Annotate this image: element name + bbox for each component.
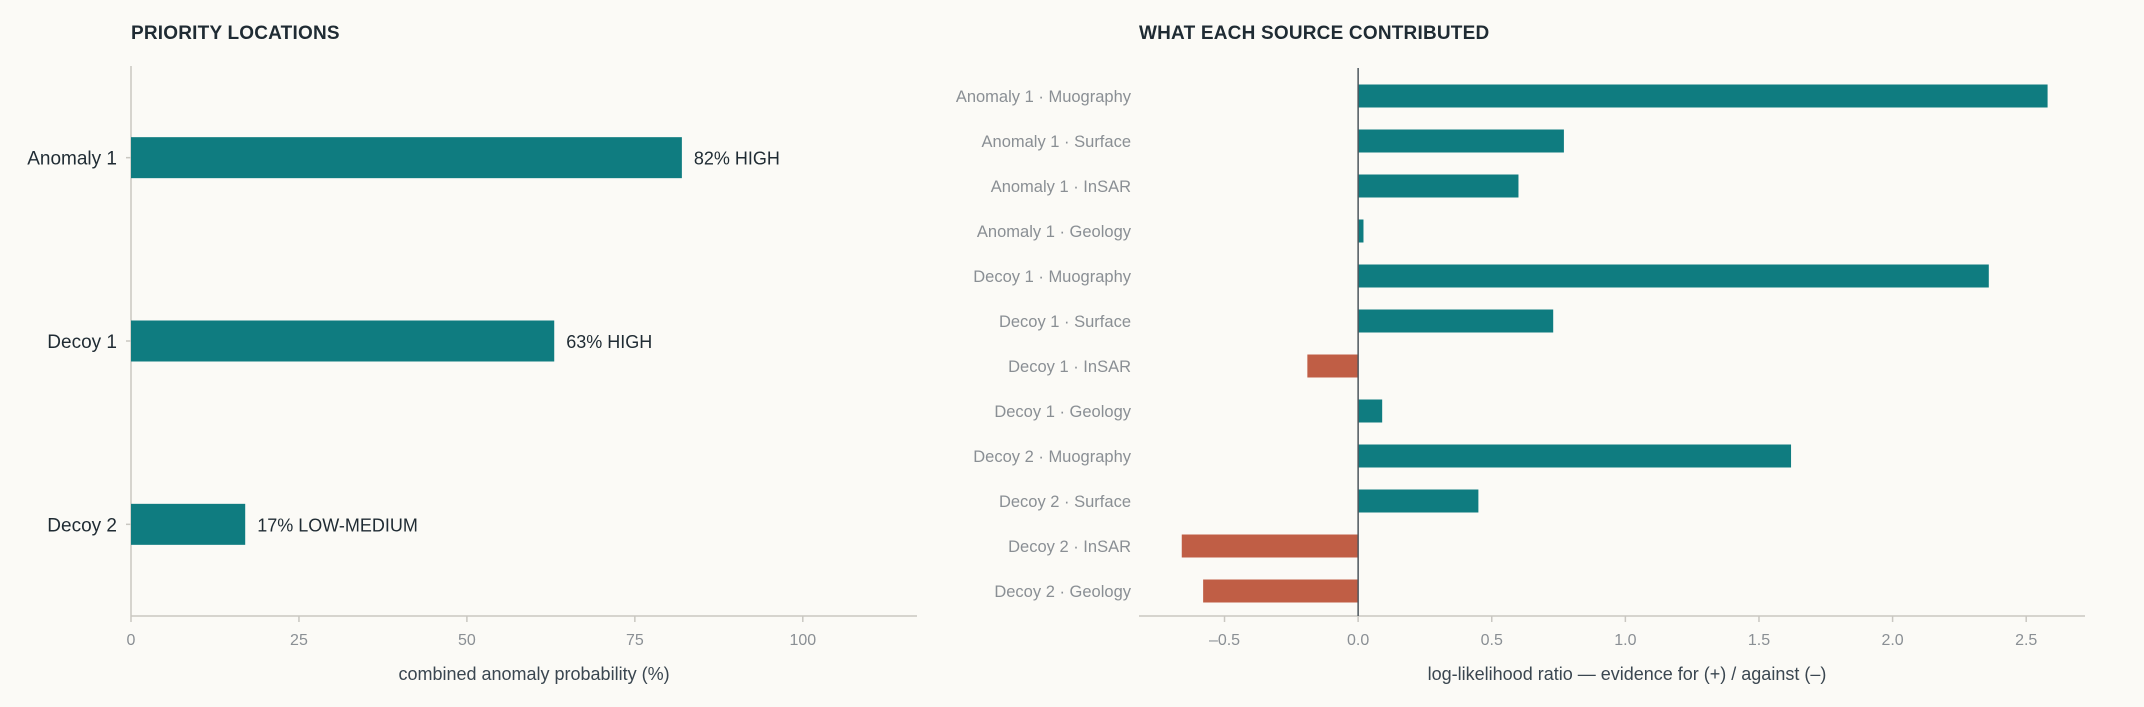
x-tick-label: 0.0 [1347,632,1369,649]
x-axis-label: combined anomaly probability (%) [398,664,669,684]
category-label: Decoy 2 · Muography [973,448,1131,466]
category-label: Anomaly 1 · InSAR [991,178,1131,196]
bar [1358,264,1989,288]
bar [1181,534,1359,558]
x-tick-label: 25 [290,632,308,649]
x-tick-label: 50 [458,632,476,649]
category-label: Decoy 2 · InSAR [1008,538,1131,556]
category-label: Decoy 2 · Surface [999,493,1131,511]
category-label: Anomaly 1 [27,149,117,170]
x-tick-label: 2.5 [2015,632,2037,649]
category-label: Decoy 1 · Geology [994,403,1131,421]
x-tick-label: 1.0 [1614,632,1636,649]
bar [1358,489,1479,513]
category-label: Decoy 1 [47,332,117,353]
category-label: Anomaly 1 · Surface [982,133,1131,151]
category-label: Decoy 1 · Muography [973,268,1131,286]
bar [1358,219,1364,243]
category-label: Decoy 1 · Surface [999,313,1131,331]
category-label: Decoy 2 [47,515,117,536]
x-axis-label: log-likelihood ratio — evidence for (+) … [1428,664,1827,684]
bar-value-label: 17% LOW-MEDIUM [257,515,418,535]
category-label: Anomaly 1 · Muography [956,88,1132,106]
bar [131,137,682,179]
x-tick-label: 0.5 [1481,632,1503,649]
x-tick-label: 75 [626,632,644,649]
x-tick-label: 2.0 [1881,632,1903,649]
bar-value-label: 63% HIGH [566,332,652,352]
x-tick-label: –0.5 [1209,632,1240,649]
right-chart-title: WHAT EACH SOURCE CONTRIBUTED [1139,23,1490,44]
bar [1358,444,1792,468]
x-tick-label: 100 [789,632,816,649]
x-tick-label: 0 [127,632,136,649]
bar [1358,399,1383,423]
bar [1358,129,1564,153]
bar [131,320,555,362]
category-label: Decoy 2 · Geology [994,583,1131,601]
x-tick-label: 1.5 [1748,632,1770,649]
left-chart-title: PRIORITY LOCATIONS [131,23,340,44]
bar [1358,84,2048,108]
category-label: Anomaly 1 · Geology [977,223,1132,241]
category-label: Decoy 1 · InSAR [1008,358,1131,376]
bar [1203,579,1359,603]
bar [131,503,246,545]
bar [1358,309,1554,333]
bar-value-label: 82% HIGH [694,149,780,169]
bar [1358,174,1519,198]
bar [1307,354,1359,378]
